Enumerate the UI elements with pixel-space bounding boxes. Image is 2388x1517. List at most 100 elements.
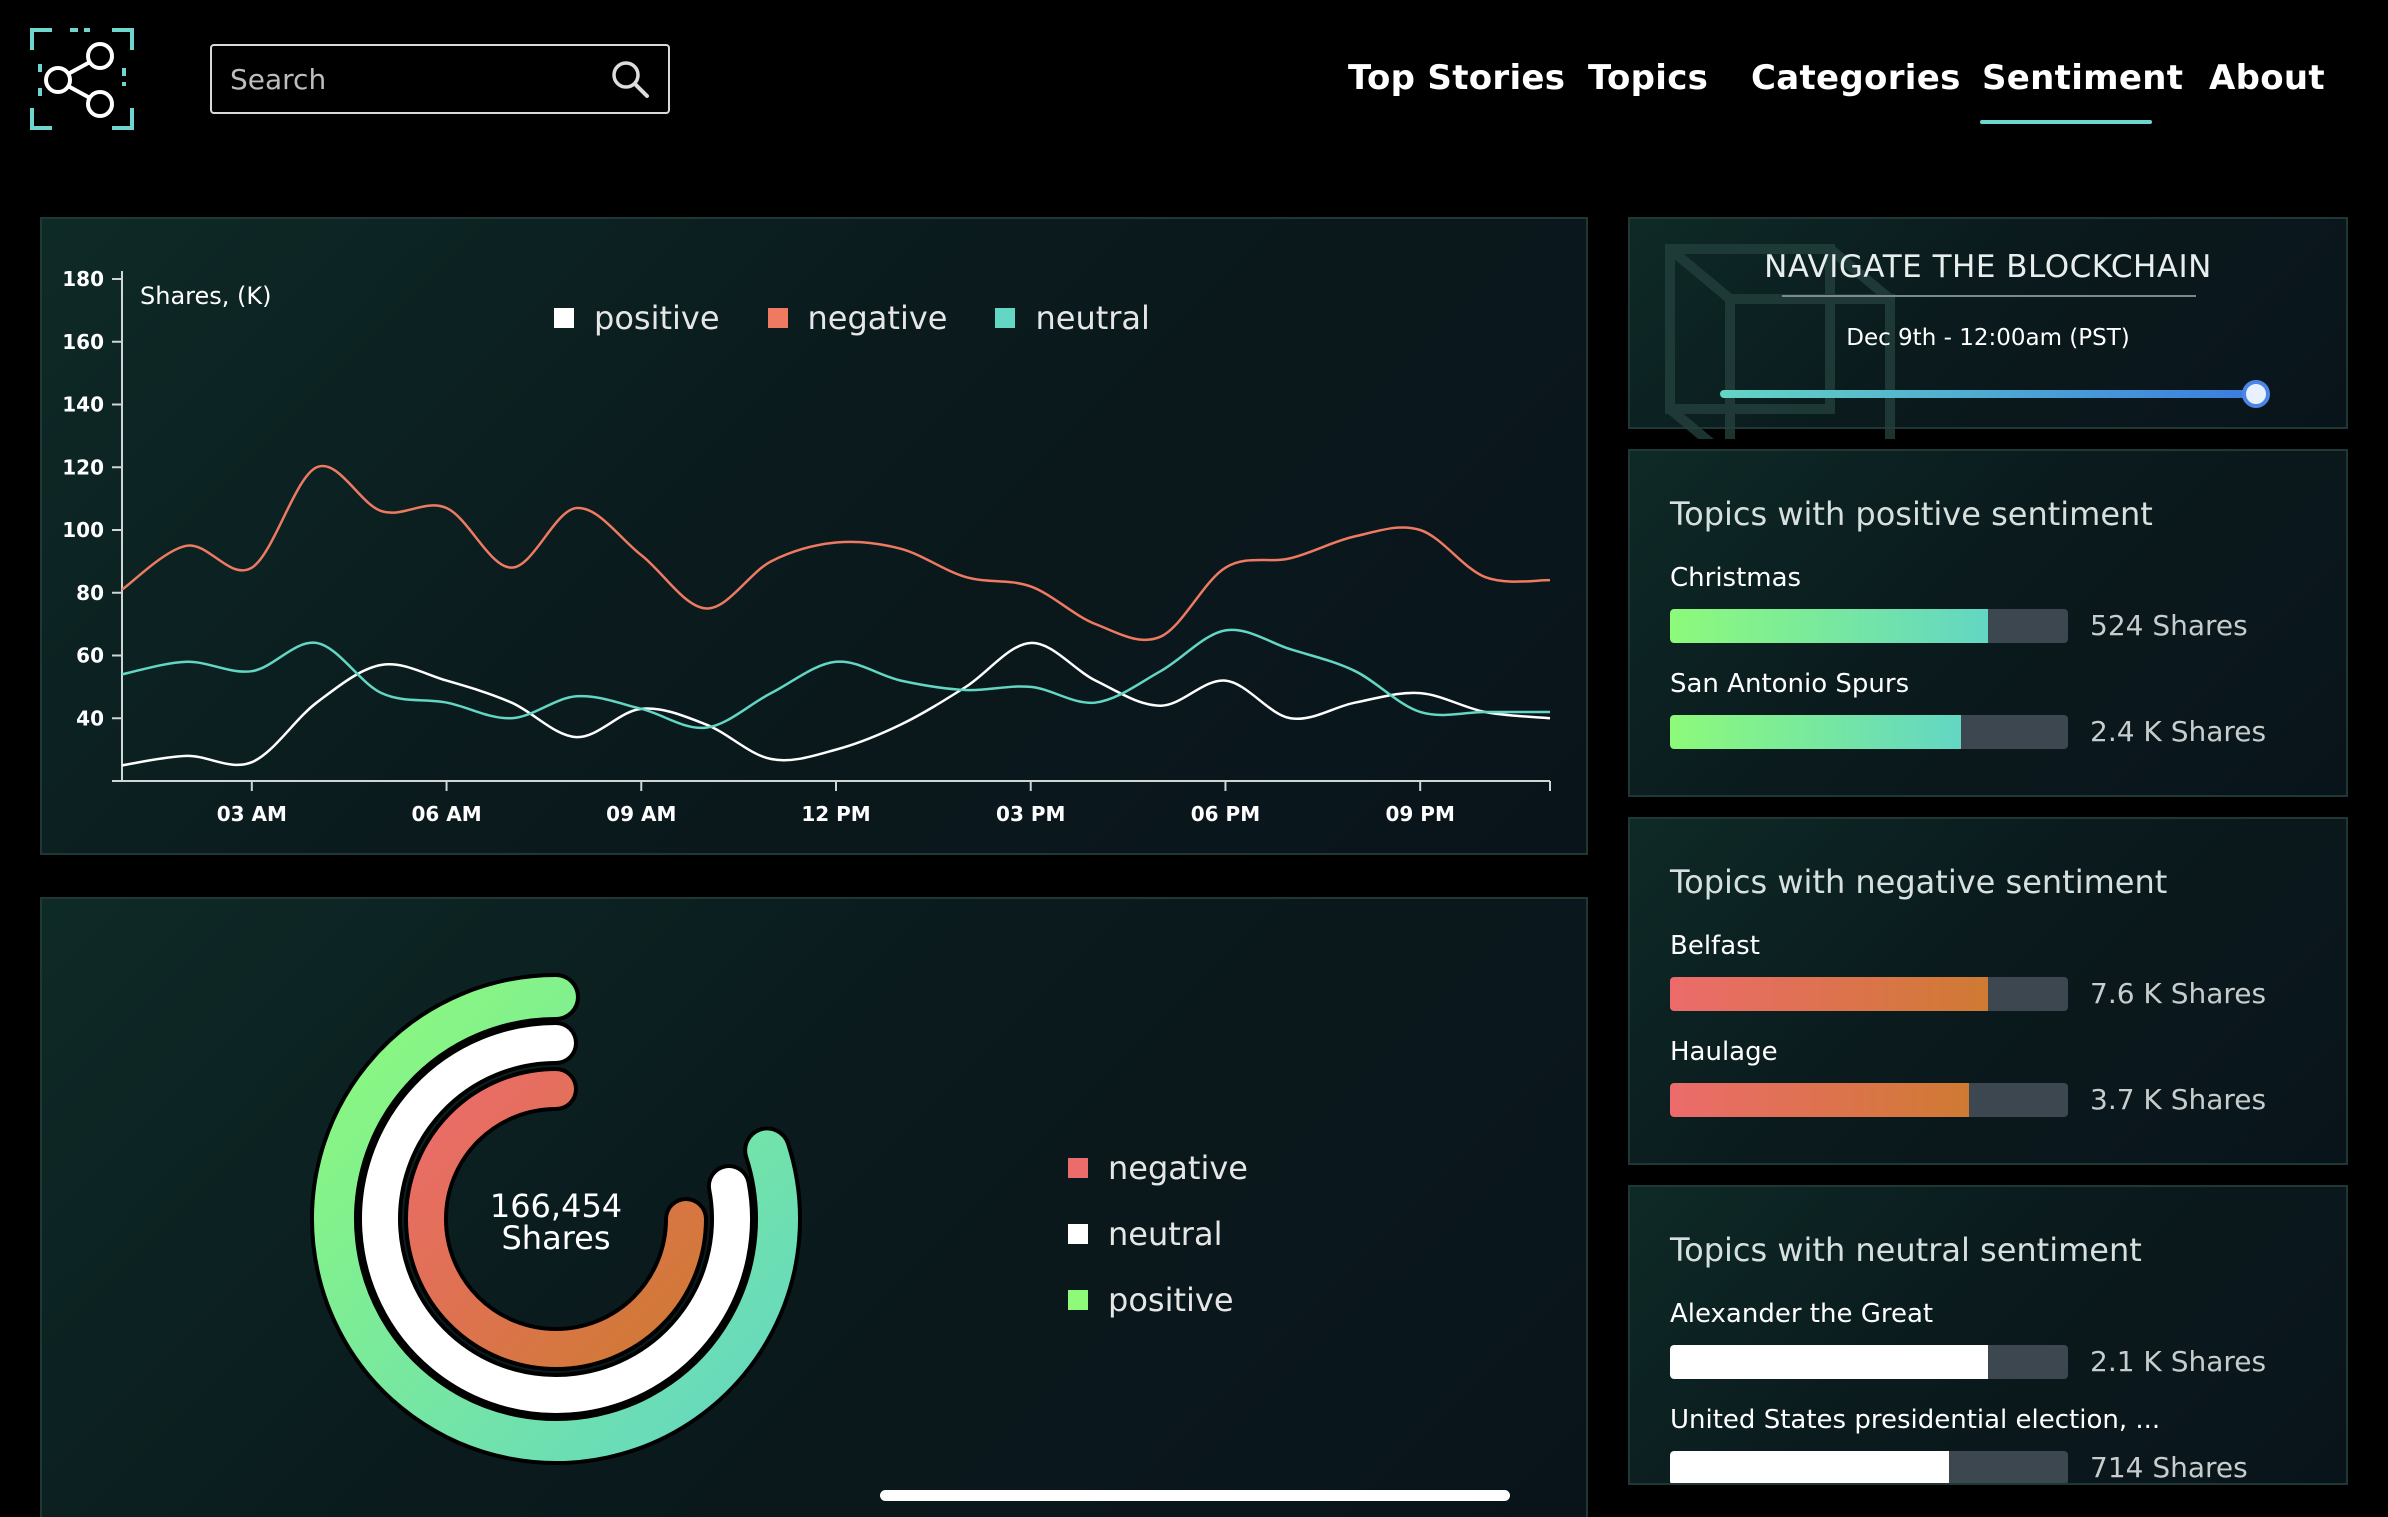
panel-title: Topics with neutral sentiment [1670, 1231, 2142, 1269]
y-tick-label: 60 [76, 644, 104, 668]
legend-label: positive [594, 299, 720, 337]
topic-row[interactable]: Christmas 524 Shares [1670, 563, 2310, 663]
donut-legend: negative neutral positive [1068, 1149, 1248, 1319]
share-bar [1670, 1345, 2068, 1379]
donut-chart: 166,454 Shares [310, 973, 802, 1465]
time-slider-thumb[interactable] [2242, 380, 2270, 408]
x-tick-label: 03 AM [217, 802, 287, 826]
nav-sentiment[interactable]: Sentiment [1982, 58, 2184, 98]
legend-swatch [1068, 1158, 1088, 1178]
negative-topics-panel: Topics with negative sentiment Belfast 7… [1628, 817, 2348, 1165]
share-bar [1670, 609, 2068, 643]
y-tick-label: 100 [62, 518, 104, 542]
panel-title: Topics with positive sentiment [1670, 495, 2153, 533]
topic-name[interactable]: Haulage [1670, 1037, 1778, 1067]
share-bar [1670, 715, 2068, 749]
topic-name[interactable]: Belfast [1670, 931, 1760, 961]
share-bar-fill [1670, 977, 1989, 1011]
share-count: 7.6 K Shares [2090, 977, 2267, 1010]
donut-ring-negative[interactable] [408, 1071, 704, 1367]
y-axis-label: Shares, (K) [140, 282, 271, 310]
legend-label: positive [1108, 1281, 1234, 1319]
share-count: 524 Shares [2090, 609, 2248, 642]
nav-active-underline [1980, 120, 2152, 124]
legend-swatch [1068, 1224, 1088, 1244]
panel-title: Topics with negative sentiment [1670, 863, 2168, 901]
nav-about[interactable]: About [2209, 58, 2325, 98]
y-tick-label: 140 [62, 393, 104, 417]
search-input[interactable] [230, 46, 600, 112]
y-tick-label: 160 [62, 330, 104, 354]
share-count: 2.4 K Shares [2090, 715, 2267, 748]
logo-icon[interactable] [30, 28, 134, 130]
navigator-title-underline [1782, 295, 2196, 297]
legend-label: neutral [1108, 1215, 1223, 1253]
share-bar-fill [1670, 1451, 1949, 1483]
legend-swatch [767, 308, 788, 328]
topic-row[interactable]: San Antonio Spurs 2.4 K Shares [1670, 669, 2310, 769]
x-tick-label: 06 PM [1191, 802, 1260, 826]
nav-top-stories[interactable]: Top Stories [1348, 58, 1566, 98]
x-tick-label: 03 PM [996, 802, 1065, 826]
legend-positive: positive [554, 299, 720, 337]
time-slider-track[interactable] [1720, 390, 2260, 398]
topic-name[interactable]: Alexander the Great [1670, 1299, 1934, 1329]
share-bar-fill [1670, 715, 1961, 749]
blockchain-navigator-panel: NAVIGATE THE BLOCKCHAIN Dec 9th - 12:00a… [1628, 217, 2348, 439]
neutral-topics-panel: Topics with neutral sentiment Alexander … [1628, 1185, 2348, 1485]
legend-neutral: neutral [1068, 1215, 1248, 1253]
share-count: 2.1 K Shares [2090, 1345, 2267, 1378]
legend-neutral: neutral [995, 299, 1150, 337]
legend-negative: negative [1068, 1149, 1248, 1187]
share-bar-fill [1670, 609, 1989, 643]
home-indicator[interactable] [880, 1490, 1510, 1501]
share-bar-fill [1670, 1345, 1989, 1379]
donut-unit: Shares [501, 1219, 610, 1257]
y-tick-label: 120 [62, 455, 104, 479]
donut-ring-positive[interactable] [314, 977, 798, 1461]
legend-label: negative [807, 299, 948, 337]
share-bar-fill [1670, 1083, 1969, 1117]
search-icon[interactable] [610, 59, 650, 99]
nav-categories[interactable]: Categories [1751, 58, 1961, 98]
search-box[interactable] [210, 44, 670, 114]
topic-name[interactable]: San Antonio Spurs [1670, 669, 1910, 699]
share-bar [1670, 977, 2068, 1011]
donut-chart-panel: 166,454 Shares negative neutral positive [40, 897, 1588, 1517]
positive-topics-panel: Topics with positive sentiment Christmas… [1628, 449, 2348, 797]
line-chart-panel: 40 60 80 100 120 140 160 180 03 AM 06 AM 09 AM 12 P… [40, 217, 1588, 855]
x-tick-label: 09 AM [606, 802, 676, 826]
y-tick-label: 80 [76, 581, 104, 605]
line-chart-legend: positive negative neutral [554, 299, 1150, 337]
share-bar [1670, 1451, 2068, 1483]
nav-topics[interactable]: Topics [1588, 58, 1709, 98]
line-chart: 40 60 80 100 120 140 160 180 03 AM 06 AM 09 AM 12 P… [62, 267, 1551, 826]
series-line-positive[interactable] [121, 641, 1551, 767]
legend-swatch [995, 308, 1016, 328]
donut-total: 166,454 [490, 1187, 622, 1225]
share-bar [1670, 1083, 2068, 1117]
topic-row[interactable]: Alexander the Great 2.1 K Shares [1670, 1299, 2310, 1399]
topic-name[interactable]: Christmas [1670, 563, 1802, 593]
donut-ring-neutral[interactable] [362, 1025, 750, 1413]
navigator-title: NAVIGATE THE BLOCKCHAIN [1764, 249, 2212, 285]
topic-row[interactable]: Haulage 3.7 K Shares [1670, 1037, 2310, 1137]
legend-swatch [554, 308, 574, 328]
series-line-negative[interactable] [121, 464, 1551, 642]
legend-negative: negative [767, 299, 948, 337]
legend-positive: positive [1068, 1281, 1248, 1319]
share-count: 714 Shares [2090, 1451, 2248, 1484]
x-tick-label: 09 PM [1386, 802, 1455, 826]
share-count: 3.7 K Shares [2090, 1083, 2267, 1116]
y-tick-label: 40 [76, 706, 104, 730]
legend-label: neutral [1035, 299, 1150, 337]
y-tick-label: 180 [62, 267, 104, 291]
navigator-date: Dec 9th - 12:00am (PST) [1846, 325, 2130, 351]
topic-name[interactable]: United States presidential election, ... [1670, 1405, 2161, 1435]
legend-label: negative [1108, 1149, 1248, 1187]
topic-row[interactable]: United States presidential election, ...… [1670, 1405, 2310, 1484]
x-tick-label: 06 AM [411, 802, 481, 826]
topic-row[interactable]: Belfast 7.6 K Shares [1670, 931, 2310, 1031]
series-line-neutral[interactable] [121, 628, 1550, 730]
cube-icon [1665, 244, 1895, 439]
